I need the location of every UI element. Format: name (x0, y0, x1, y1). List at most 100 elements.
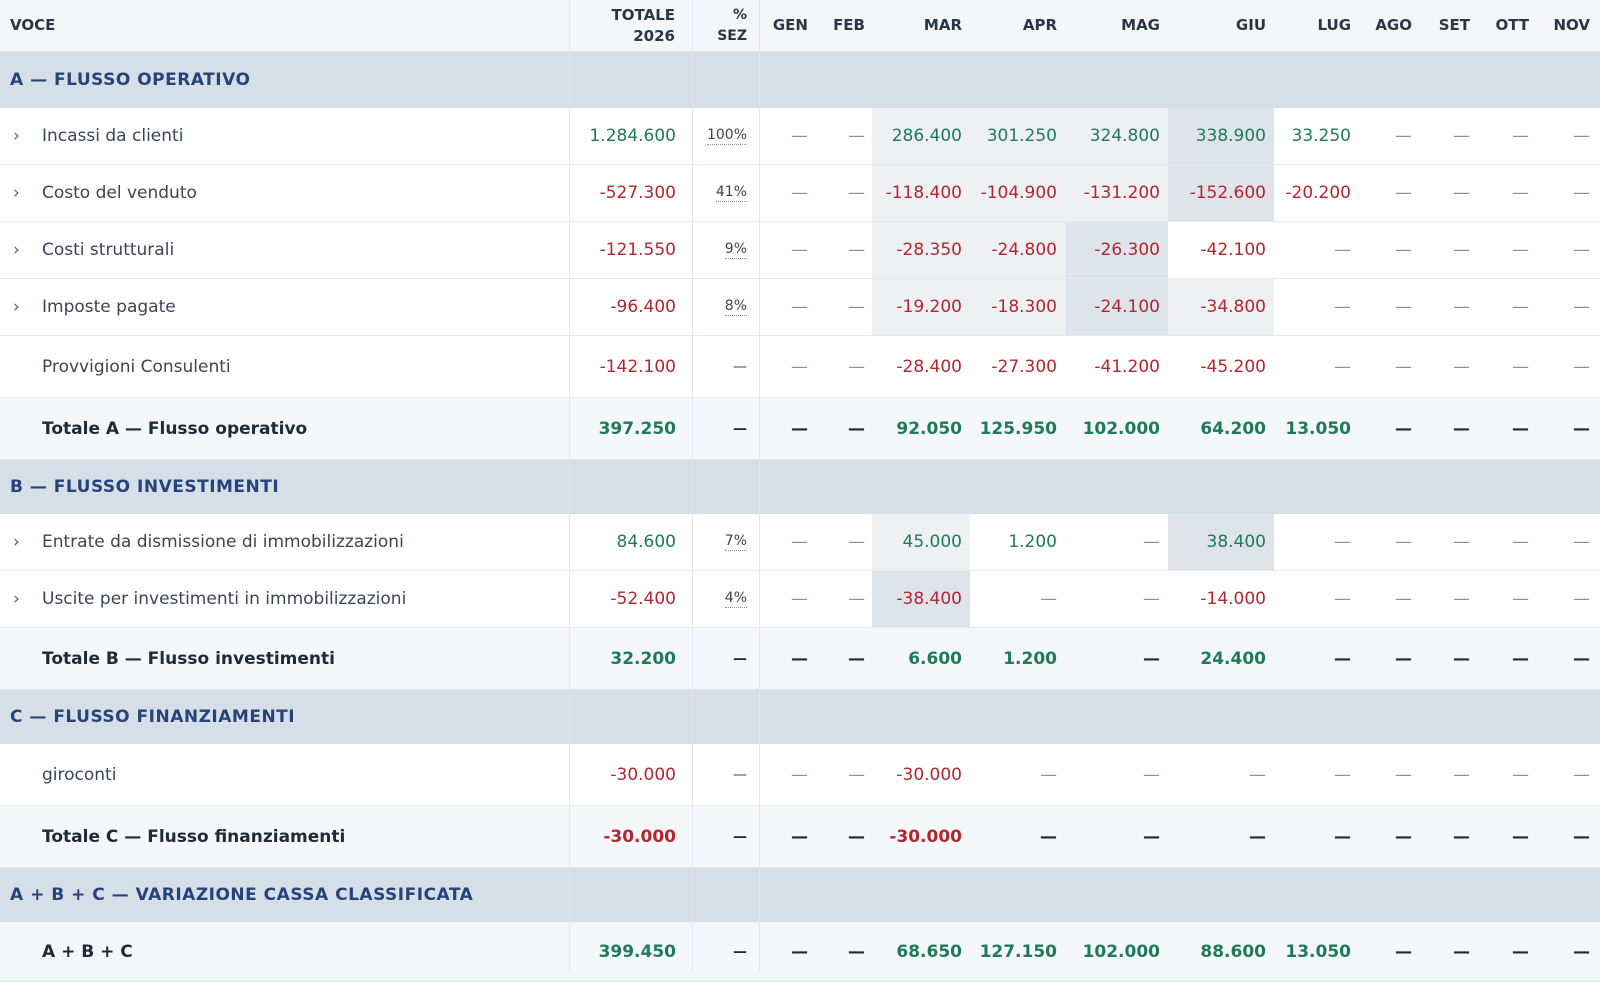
pct-value[interactable]: 100% (706, 127, 747, 145)
column-header-voce[interactable]: VOCE (10, 16, 56, 34)
month-cell-gen[interactable]: — (791, 297, 808, 317)
chevron-right-icon[interactable]: › (13, 240, 20, 260)
pct-value[interactable]: 8% (724, 298, 747, 316)
month-cell-mag[interactable]: — (1143, 826, 1160, 847)
chevron-right-icon[interactable]: › (13, 532, 20, 552)
chevron-right-icon[interactable]: › (13, 589, 20, 609)
month-cell-mar[interactable]: 45.000 (872, 514, 970, 570)
month-cell-nov[interactable]: — (1573, 356, 1590, 377)
month-cell-ott[interactable]: — (1512, 183, 1529, 203)
month-cell-apr[interactable]: 1.200 (1003, 648, 1057, 669)
month-cell-mag[interactable]: -41.200 (1094, 356, 1160, 377)
column-header-lug[interactable]: LUG (1317, 16, 1351, 34)
month-cell-mag[interactable]: — (1143, 589, 1160, 609)
month-cell-mar[interactable]: 286.400 (872, 108, 970, 164)
month-cell-ott[interactable]: — (1512, 941, 1529, 962)
month-cell-ago[interactable]: — (1395, 589, 1412, 609)
column-header-totale[interactable]: TOTALE 2026 (611, 5, 675, 45)
month-cell-ott[interactable]: — (1512, 826, 1529, 847)
month-cell-gen[interactable]: — (791, 764, 808, 785)
month-cell-giu[interactable]: 88.600 (1200, 941, 1266, 962)
month-cell-ott[interactable]: — (1512, 764, 1529, 785)
month-cell-ago[interactable]: — (1395, 764, 1412, 785)
pct-value[interactable]: 9% (724, 241, 747, 259)
month-cell-set[interactable]: — (1453, 941, 1470, 962)
month-cell-gen[interactable]: — (791, 126, 808, 146)
month-cell-gen[interactable]: — (791, 826, 808, 847)
month-cell-apr[interactable]: -24.800 (967, 222, 1065, 278)
month-cell-ago[interactable]: — (1395, 418, 1412, 439)
month-cell-ago[interactable]: — (1395, 356, 1412, 377)
month-cell-lug[interactable]: -20.200 (1285, 183, 1351, 203)
month-cell-mar[interactable]: 6.600 (908, 648, 962, 669)
month-cell-mar[interactable]: 92.050 (896, 418, 962, 439)
month-cell-ott[interactable]: — (1512, 356, 1529, 377)
month-cell-mar[interactable]: -38.400 (872, 571, 970, 627)
table-row[interactable]: › Entrate da dismissione di immobilizzazi… (0, 514, 1600, 571)
month-cell-feb[interactable]: — (848, 826, 865, 847)
month-cell-gen[interactable]: — (791, 532, 808, 552)
month-cell-ago[interactable]: — (1395, 183, 1412, 203)
column-header-mar[interactable]: MAR (923, 16, 962, 34)
month-cell-gen[interactable]: — (791, 589, 808, 609)
month-cell-lug[interactable]: — (1334, 532, 1351, 552)
table-row[interactable]: › Incassi da clienti 1.284.600 100% — — 286.40… (0, 108, 1600, 165)
month-cell-mar[interactable]: -19.200 (872, 279, 970, 335)
month-cell-nov[interactable]: — (1573, 240, 1590, 260)
month-cell-ott[interactable]: — (1512, 532, 1529, 552)
month-cell-lug[interactable]: — (1334, 648, 1351, 669)
month-cell-apr[interactable]: -27.300 (991, 356, 1057, 377)
month-cell-feb[interactable]: — (848, 297, 865, 317)
month-cell-feb[interactable]: — (848, 418, 865, 439)
month-cell-set[interactable]: — (1453, 826, 1470, 847)
month-cell-giu[interactable]: -14.000 (1200, 589, 1266, 609)
month-cell-mag[interactable]: 324.800 (1065, 108, 1168, 164)
month-cell-gen[interactable]: — (791, 240, 808, 260)
month-cell-apr[interactable]: 1.200 (1008, 532, 1057, 552)
column-header-set[interactable]: SET (1438, 16, 1470, 34)
month-cell-apr[interactable]: -104.900 (967, 165, 1065, 221)
table-row[interactable]: › Costo del venduto -527.300 41% — — -118.400-… (0, 165, 1600, 222)
month-cell-apr[interactable]: — (1040, 826, 1057, 847)
table-row[interactable]: › Imposte pagate -96.400 8% — — -19.200 -18.300… (0, 279, 1600, 336)
month-cell-apr[interactable]: -18.300 (967, 279, 1065, 335)
month-cell-nov[interactable]: — (1573, 297, 1590, 317)
month-cell-giu[interactable]: -45.200 (1200, 356, 1266, 377)
month-cell-gen[interactable]: — (791, 356, 808, 377)
table-row[interactable]: › Uscite per investimenti in immobilizzaz… (0, 571, 1600, 628)
month-cell-nov[interactable]: — (1573, 826, 1590, 847)
month-cell-ott[interactable]: — (1512, 418, 1529, 439)
column-header-ott[interactable]: OTT (1495, 16, 1529, 34)
month-cell-mar[interactable]: -28.400 (896, 356, 962, 377)
month-cell-feb[interactable]: — (848, 126, 865, 146)
month-cell-giu[interactable]: 24.400 (1200, 648, 1266, 669)
month-cell-ott[interactable]: — (1512, 648, 1529, 669)
month-cell-set[interactable]: — (1453, 648, 1470, 669)
month-cell-feb[interactable]: — (848, 589, 865, 609)
month-cell-giu[interactable]: 64.200 (1200, 418, 1266, 439)
month-cell-gen[interactable]: — (791, 418, 808, 439)
month-cell-nov[interactable]: — (1573, 532, 1590, 552)
month-cell-set[interactable]: — (1453, 418, 1470, 439)
month-cell-feb[interactable]: — (848, 532, 865, 552)
pct-value[interactable]: 41% (715, 184, 747, 202)
month-cell-lug[interactable]: — (1334, 297, 1351, 317)
column-header-nov[interactable]: NOV (1553, 16, 1590, 34)
month-cell-ago[interactable]: — (1395, 532, 1412, 552)
month-cell-gen[interactable]: — (791, 183, 808, 203)
column-header-feb[interactable]: FEB (833, 16, 865, 34)
month-cell-lug[interactable]: — (1334, 356, 1351, 377)
month-cell-set[interactable]: — (1453, 240, 1470, 260)
month-cell-feb[interactable]: — (848, 183, 865, 203)
month-cell-ago[interactable]: — (1395, 648, 1412, 669)
month-cell-set[interactable]: — (1453, 297, 1470, 317)
month-cell-feb[interactable]: — (848, 648, 865, 669)
column-header-pct-sez[interactable]: % SEZ (717, 6, 747, 44)
month-cell-ago[interactable]: — (1395, 826, 1412, 847)
month-cell-mag[interactable]: — (1143, 764, 1160, 785)
month-cell-nov[interactable]: — (1573, 589, 1590, 609)
month-cell-mag[interactable]: 102.000 (1082, 418, 1160, 439)
month-cell-mag[interactable]: — (1143, 532, 1160, 552)
month-cell-nov[interactable]: — (1573, 941, 1590, 962)
month-cell-nov[interactable]: — (1573, 126, 1590, 146)
